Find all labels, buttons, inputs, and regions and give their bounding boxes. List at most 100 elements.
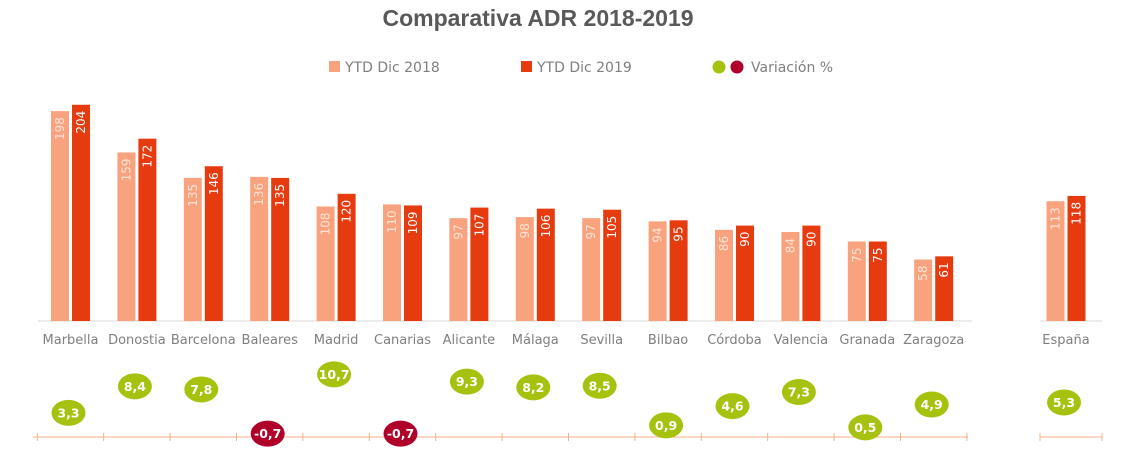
variation-bubble-barcelona: [184, 376, 219, 403]
category-label-alicante: Alicante: [443, 333, 496, 348]
bar-baleares-2019: [271, 177, 290, 321]
chart-title: Comparativa ADR 2018-2019: [382, 5, 693, 31]
variation-label-bilbao: 0,9: [655, 418, 677, 433]
bar-label-canarias-2018: 110: [385, 210, 399, 233]
bar-label-marbella-2018: 198: [53, 117, 67, 140]
bar-zaragoza-2018: [914, 259, 933, 321]
variation-bubble-malaga: [516, 374, 551, 401]
variation-label-alicante: 9,3: [456, 374, 478, 389]
bar-alicante-2018: [449, 218, 468, 321]
variation-bubble-cordoba: [715, 393, 750, 420]
variation-label-cordoba: 4,6: [721, 399, 743, 414]
legend-dot-positive: [712, 60, 726, 74]
category-label-bilbao: Bilbao: [648, 333, 688, 348]
bar-label-barcelona-2019: 146: [207, 172, 221, 195]
variation-bubble-espana: [1047, 389, 1081, 416]
variation-axis: [33, 433, 1103, 441]
bar-barcelona-2019: [204, 166, 223, 321]
category-label-marbella: Marbella: [43, 333, 99, 348]
bar-malaga-2018: [515, 217, 534, 321]
legend-label-2019: YTD Dic 2019: [536, 60, 632, 76]
bar-barcelona-2018: [183, 177, 202, 321]
bar-label-madrid-2019: 120: [340, 200, 354, 223]
bar-label-espana-2019: 118: [1070, 202, 1084, 225]
bar-madrid-2018: [316, 206, 335, 321]
category-label-canarias: Canarias: [374, 333, 431, 348]
category-label-madrid: Madrid: [314, 333, 359, 348]
bar-label-valencia-2018: 84: [783, 238, 797, 253]
variation-bubble-bilbao: [649, 412, 684, 439]
variation-label-canarias: -0,7: [387, 426, 414, 441]
variation-bubble-sevilla: [582, 372, 617, 399]
bar-label-donostia-2018: 159: [119, 158, 133, 181]
bar-malaga-2019: [536, 208, 555, 321]
bar-alicante-2019: [470, 207, 489, 321]
bar-donostia-2019: [138, 138, 157, 321]
bar-value-labels: 198 204 159 172 135 146 136 135 108 120 110 109 97 10…: [53, 111, 1084, 281]
variation-label-madrid: 10,7: [319, 367, 350, 382]
bar-label-sevilla-2018: 97: [584, 224, 598, 239]
bar-label-barcelona-2018: 135: [186, 184, 200, 207]
bar-donostia-2018: [117, 152, 136, 321]
variation-label-zaragoza: 4,9: [921, 397, 943, 412]
legend-label-variation: Variación %: [751, 60, 833, 76]
chart-legend: YTD Dic 2018 YTD Dic 2019 Variación %: [329, 60, 833, 76]
bar-granada-2019: [868, 241, 887, 321]
bar-label-malaga-2018: 98: [518, 223, 532, 238]
bar-granada-2018: [847, 241, 866, 321]
bar-marbella-2018: [51, 111, 69, 322]
variation-label-malaga: 8,2: [522, 380, 544, 395]
category-label-malaga: Málaga: [512, 333, 559, 348]
category-label-espana: España: [1042, 333, 1089, 348]
bar-baleares-2018: [250, 176, 269, 321]
variation-label-espana: 5,3: [1053, 395, 1075, 410]
category-label-valencia: Valencia: [774, 333, 828, 348]
bar-zaragoza-2019: [935, 256, 954, 321]
variation-label-donostia: 8,4: [124, 379, 146, 394]
legend-label-2018: YTD Dic 2018: [344, 60, 440, 76]
bar-label-espana-2018: 113: [1049, 207, 1063, 230]
bar-label-malaga-2019: 106: [539, 215, 553, 238]
bar-label-donostia-2019: 172: [140, 145, 154, 168]
bar-label-baleares-2018: 136: [252, 183, 266, 206]
bar-label-zaragoza-2019: 61: [937, 262, 951, 277]
variation-label-sevilla: 8,5: [589, 378, 611, 393]
bar-label-granada-2018: 75: [850, 248, 864, 263]
bar-canarias-2019: [404, 205, 422, 321]
variation-bubble-alicante: [449, 368, 484, 395]
bar-label-cordoba-2019: 90: [738, 232, 752, 247]
bar-cordoba-2019: [736, 225, 754, 321]
variation-bubble-valencia: [781, 379, 816, 406]
category-label-zaragoza: Zaragoza: [903, 333, 964, 348]
bar-label-baleares-2019: 135: [273, 184, 287, 207]
bar-cordoba-2018: [715, 229, 733, 321]
variation-label-baleares: -0,7: [254, 426, 281, 441]
variation-bubble-baleares: [250, 420, 285, 447]
bar-espana-2018: [1046, 201, 1065, 321]
bar-sevilla-2019: [603, 209, 622, 321]
variation-bubble-madrid: [317, 361, 352, 388]
category-label-baleares: Baleares: [242, 333, 299, 348]
legend-dot-negative: [730, 60, 744, 74]
variation-label-valencia: 7,3: [788, 385, 810, 400]
bar-label-bilbao-2018: 94: [651, 227, 665, 242]
category-label-barcelona: Barcelona: [171, 333, 236, 348]
bar-label-zaragoza-2018: 58: [916, 266, 930, 281]
legend-swatch-2018: [329, 61, 340, 72]
bar-label-granada-2019: 75: [871, 248, 885, 263]
variation-label-granada: 0,5: [854, 420, 876, 435]
category-label-sevilla: Sevilla: [580, 333, 623, 348]
category-labels: Marbella Donostia Barcelona Baleares Madrid C…: [43, 333, 1090, 348]
bar-label-canarias-2019: 109: [406, 211, 420, 234]
variation-bubble-marbella: [51, 399, 86, 426]
bar-valencia-2019: [802, 225, 821, 321]
bar-label-madrid-2018: 108: [319, 213, 333, 236]
bar-bilbao-2019: [669, 220, 688, 321]
variation-bubble-granada: [848, 414, 883, 441]
category-label-granada: Granada: [839, 333, 895, 348]
category-label-cordoba: Córdoba: [707, 333, 762, 348]
variation-label-barcelona: 7,8: [190, 382, 212, 397]
bar-label-bilbao-2019: 95: [672, 226, 686, 241]
legend-swatch-2019: [521, 61, 532, 72]
